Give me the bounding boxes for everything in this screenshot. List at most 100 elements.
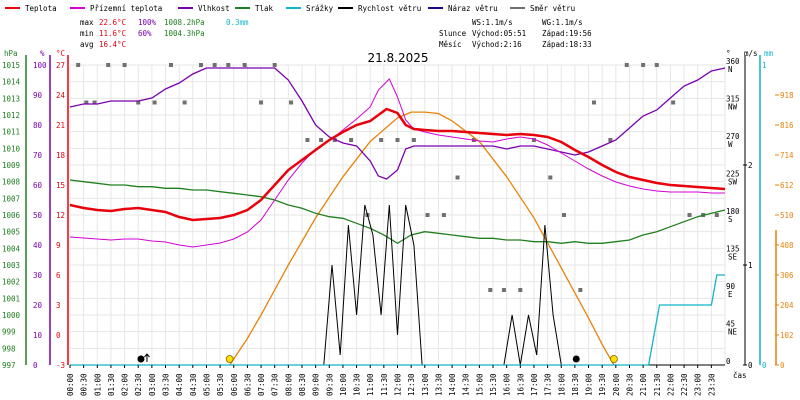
sunset-info: Západ:19:56 bbox=[542, 29, 592, 38]
hpa-tick-label: 997 bbox=[2, 361, 16, 370]
pct-tick-label: 0 bbox=[33, 361, 38, 370]
hpa-tick-label: 1007 bbox=[2, 194, 20, 203]
stat-min-temp: 11.6°C bbox=[99, 29, 126, 38]
wind-direction-point bbox=[168, 63, 173, 67]
temp-tick-label: 12 bbox=[56, 211, 65, 220]
wind-direction-point bbox=[92, 100, 97, 105]
x-tick-label: 11:00 bbox=[366, 373, 375, 396]
direction-tick-label: 45 bbox=[726, 320, 735, 329]
legend-entry: Teplota bbox=[25, 4, 57, 13]
x-tick-label: 15:30 bbox=[489, 373, 498, 396]
x-tick-label: 05:30 bbox=[216, 373, 225, 396]
x-tick-label: 03:30 bbox=[162, 373, 171, 396]
solar-tick-label: 816 bbox=[780, 121, 794, 130]
pct-tick-label: 40 bbox=[33, 241, 43, 250]
stat-max-hum: 100% bbox=[138, 18, 157, 27]
x-tick-label: 05:00 bbox=[202, 373, 211, 396]
wind-direction-point bbox=[76, 63, 81, 67]
legend-entry: Srážky bbox=[306, 4, 334, 13]
legend: Teplota Přízemní teplota Vlhkost Tlak Srážky… bbox=[5, 4, 575, 13]
ms-unit: m/s bbox=[744, 49, 758, 58]
wind-direction-point bbox=[548, 175, 553, 180]
x-tick-label: 21:00 bbox=[639, 373, 648, 396]
direction-tick-label: 360 bbox=[726, 57, 740, 66]
direction-tick-label: 0 bbox=[726, 357, 731, 366]
temp-tick-label: -3 bbox=[56, 361, 65, 370]
ms-tick-label: 0 bbox=[748, 361, 753, 370]
pct-tick-label: 30 bbox=[33, 271, 43, 280]
wind-direction-point bbox=[488, 288, 493, 292]
wind-direction-point bbox=[259, 100, 264, 105]
solar-line bbox=[229, 111, 615, 366]
wind-direction-point bbox=[687, 213, 692, 217]
pct-tick-label: 90 bbox=[33, 91, 43, 100]
x-tick-label: 18:30 bbox=[571, 373, 580, 396]
pct-tick-label: 100 bbox=[33, 61, 47, 70]
wind-direction-point bbox=[122, 63, 127, 67]
pressure-line bbox=[69, 179, 726, 245]
x-tick-label: 02:00 bbox=[121, 373, 130, 396]
chart-title: 21.8.2025 bbox=[367, 51, 428, 65]
stat-avg-temp: 16.4°C bbox=[99, 40, 126, 49]
x-tick-label: 08:30 bbox=[298, 373, 307, 396]
temp-tick-label: 24 bbox=[56, 91, 66, 100]
direction-tick-label: 270 bbox=[726, 132, 740, 141]
sunrise-marker bbox=[225, 355, 234, 363]
wind-direction-point bbox=[714, 213, 719, 217]
wind-direction-point bbox=[578, 288, 583, 292]
x-tick-label: 06:30 bbox=[243, 373, 252, 396]
hpa-tick-label: 998 bbox=[2, 344, 16, 353]
hpa-tick-label: 1002 bbox=[2, 278, 20, 287]
direction-compass-label: E bbox=[728, 290, 733, 299]
wind-direction-point bbox=[592, 100, 596, 105]
direction-unit: ° bbox=[726, 49, 731, 58]
hpa-unit: hPa bbox=[4, 49, 18, 58]
hpa-tick-label: 1012 bbox=[2, 111, 20, 120]
sunset-marker bbox=[610, 355, 618, 363]
temp-tick-label: 21 bbox=[56, 121, 65, 130]
stat-max-rain: 0.3mm bbox=[226, 18, 249, 27]
humidity-line bbox=[69, 67, 726, 180]
x-tick-label: 19:00 bbox=[585, 373, 594, 396]
moonset-marker bbox=[572, 355, 580, 363]
x-tick-label: 09:00 bbox=[312, 373, 321, 396]
pct-tick-label: 60 bbox=[33, 181, 43, 190]
wind-direction-point bbox=[84, 100, 89, 105]
wind-direction-point bbox=[289, 100, 294, 105]
temp-tick-label: 3 bbox=[56, 301, 61, 310]
stats-block: max 22.6°C 100% 1008.2hPa 0.3mm min 11.6… bbox=[80, 18, 249, 49]
temp-tick-label: 27 bbox=[56, 61, 65, 70]
x-tick-label: 10:30 bbox=[353, 373, 362, 396]
x-tick-label: 19:30 bbox=[598, 373, 607, 396]
hpa-tick-label: 1009 bbox=[2, 161, 20, 170]
wind-direction-point bbox=[624, 63, 629, 67]
x-tick-label: 16:30 bbox=[516, 373, 525, 396]
stat-max-press: 1008.2hPa bbox=[164, 18, 205, 27]
x-tick-label: 00:30 bbox=[80, 373, 89, 396]
wind-direction-point bbox=[608, 138, 613, 142]
hpa-tick-label: 1015 bbox=[2, 61, 20, 70]
wind-direction-point bbox=[136, 100, 141, 105]
ms-tick-label: 1 bbox=[748, 261, 753, 270]
direction-tick-label: 180 bbox=[726, 207, 740, 216]
wind-direction-point bbox=[395, 138, 400, 142]
x-tick-label: 01:30 bbox=[107, 373, 116, 396]
x-tick-label: 03:00 bbox=[148, 373, 157, 396]
hpa-tick-label: 999 bbox=[2, 328, 16, 337]
x-tick-label: 17:30 bbox=[544, 373, 553, 396]
x-tick-label: 22:00 bbox=[666, 373, 675, 396]
legend-entry: Vlhkost bbox=[198, 4, 230, 13]
stat-min-press: 1004.3hPa bbox=[164, 29, 205, 38]
pct-tick-label: 80 bbox=[33, 121, 43, 130]
direction-tick-label: 90 bbox=[726, 282, 736, 291]
hpa-tick-label: 1014 bbox=[2, 78, 21, 87]
direction-compass-label: SW bbox=[728, 178, 738, 187]
x-tick-label: 07:30 bbox=[271, 373, 280, 396]
direction-compass-label: S bbox=[728, 215, 733, 224]
x-tick-label: 22:30 bbox=[680, 373, 689, 396]
direction-compass-label: NE bbox=[728, 328, 738, 337]
x-tick-label: 15:00 bbox=[475, 373, 484, 396]
hpa-tick-label: 1010 bbox=[2, 144, 21, 153]
solar-tick-label: 612 bbox=[780, 181, 794, 190]
